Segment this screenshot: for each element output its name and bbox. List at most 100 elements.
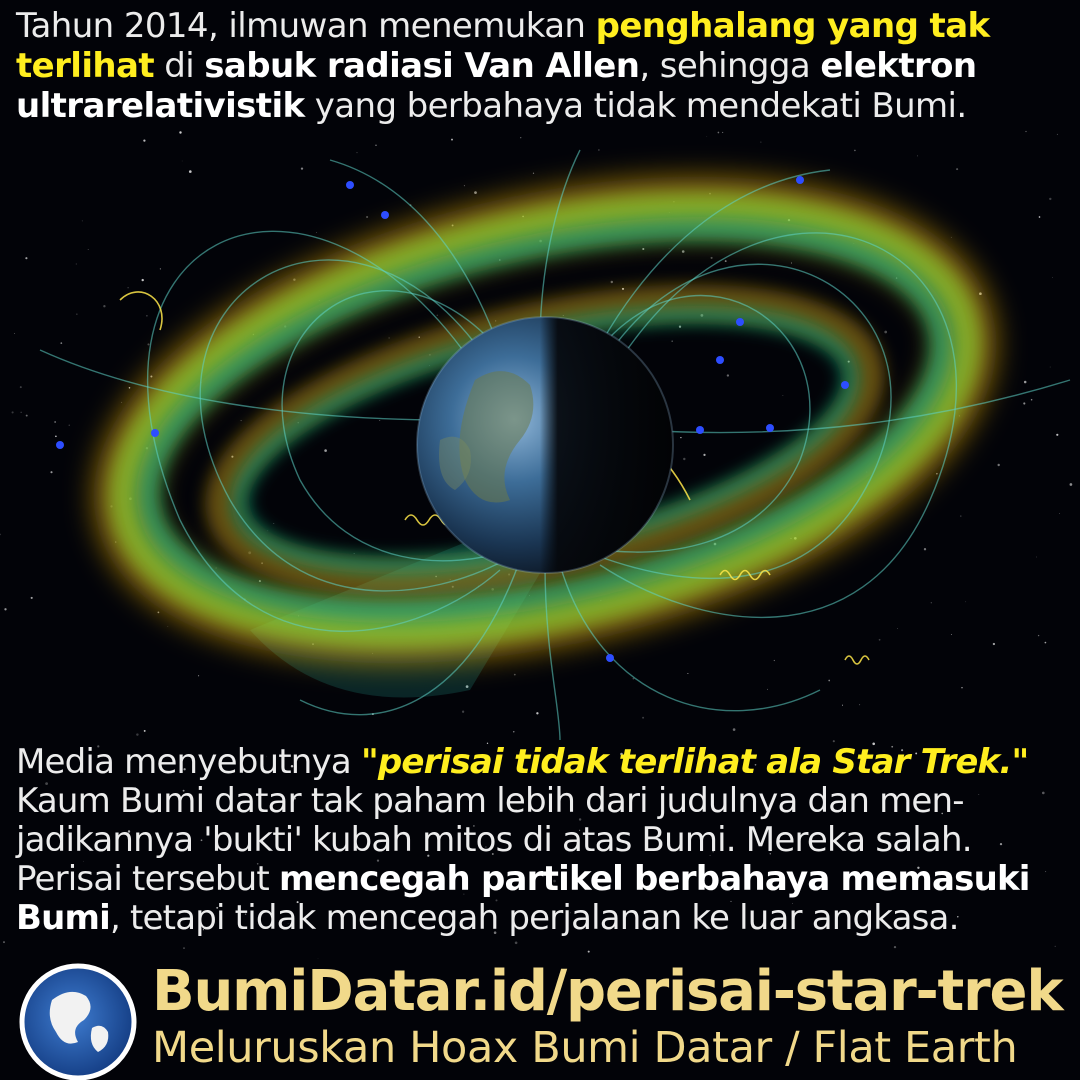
star	[717, 131, 720, 134]
star	[767, 688, 768, 690]
body-text-1: Media menyebutnya	[16, 742, 361, 782]
star	[906, 920, 909, 923]
star	[760, 141, 762, 143]
star	[19, 386, 22, 389]
star	[683, 457, 686, 461]
star	[1056, 433, 1059, 436]
star	[244, 913, 247, 915]
star	[961, 687, 963, 689]
star	[287, 923, 289, 925]
outer-belt	[93, 176, 997, 664]
star	[760, 816, 764, 820]
star	[884, 330, 888, 334]
intro-bold-belt: sabuk radiasi Van Allen	[204, 46, 640, 86]
star	[792, 902, 793, 904]
star	[81, 220, 83, 222]
star	[54, 421, 56, 423]
star	[336, 807, 339, 809]
star	[376, 859, 380, 862]
body-line-1: Media menyebutnya "perisai tidak terliha…	[16, 743, 1074, 782]
star	[127, 830, 131, 833]
star	[491, 853, 494, 855]
star	[473, 825, 475, 827]
particle-dot	[696, 426, 704, 434]
star	[992, 642, 996, 646]
body-line-5: Bumi, tetapi tidak mencegah perjalanan k…	[16, 899, 1074, 938]
star	[406, 894, 410, 897]
star	[143, 729, 146, 732]
star	[128, 387, 131, 389]
star	[703, 453, 706, 457]
star	[50, 471, 53, 474]
star	[273, 523, 275, 524]
star	[317, 958, 319, 960]
star	[1037, 634, 1040, 637]
star	[1059, 513, 1060, 514]
star	[710, 256, 713, 259]
particle-dot	[346, 181, 354, 189]
star	[1025, 130, 1027, 133]
star	[712, 851, 714, 853]
star	[258, 580, 261, 583]
star	[76, 313, 78, 315]
star	[668, 247, 670, 249]
star	[20, 411, 22, 413]
star	[3, 941, 5, 944]
star	[513, 673, 516, 676]
star	[1045, 871, 1047, 873]
star	[485, 846, 487, 848]
star	[290, 765, 294, 768]
star	[999, 842, 1003, 846]
star	[463, 893, 465, 895]
star	[941, 812, 943, 815]
star	[315, 232, 317, 234]
star	[1025, 757, 1027, 759]
star	[259, 916, 261, 918]
particle-dot	[606, 654, 614, 662]
star	[917, 155, 918, 157]
star	[1044, 641, 1047, 644]
intro-paragraph: Tahun 2014, ilmuwan menemukan penghalang…	[16, 6, 1071, 126]
star	[353, 553, 355, 554]
star	[520, 137, 522, 139]
star	[324, 449, 327, 452]
star	[1069, 483, 1073, 486]
star	[957, 916, 959, 918]
star	[474, 191, 477, 194]
star	[183, 947, 185, 949]
globe-logo-icon	[19, 963, 137, 1080]
star	[832, 740, 835, 743]
star	[722, 131, 724, 133]
star	[183, 768, 186, 771]
star	[878, 638, 881, 641]
star	[188, 170, 192, 173]
star	[493, 931, 497, 934]
star	[859, 704, 861, 706]
particle-dot	[716, 356, 724, 364]
star	[726, 374, 730, 377]
footer-tagline: Meluruskan Hoax Bumi Datar / Flat Earth	[152, 1023, 1018, 1073]
star	[1054, 945, 1056, 947]
star	[620, 752, 623, 756]
star	[463, 185, 465, 187]
star	[681, 250, 685, 253]
star	[30, 596, 33, 599]
star	[141, 278, 144, 282]
particle-dot	[56, 441, 64, 449]
star	[893, 945, 897, 949]
star	[121, 401, 123, 403]
star	[328, 882, 331, 885]
star	[956, 168, 959, 171]
star	[146, 315, 148, 317]
star	[1035, 556, 1037, 558]
star	[687, 672, 689, 675]
star	[436, 314, 439, 317]
star	[642, 247, 645, 251]
star	[182, 789, 185, 792]
star	[950, 633, 952, 635]
star	[388, 337, 390, 339]
star	[147, 343, 150, 346]
star	[997, 463, 1000, 467]
star	[461, 710, 465, 713]
